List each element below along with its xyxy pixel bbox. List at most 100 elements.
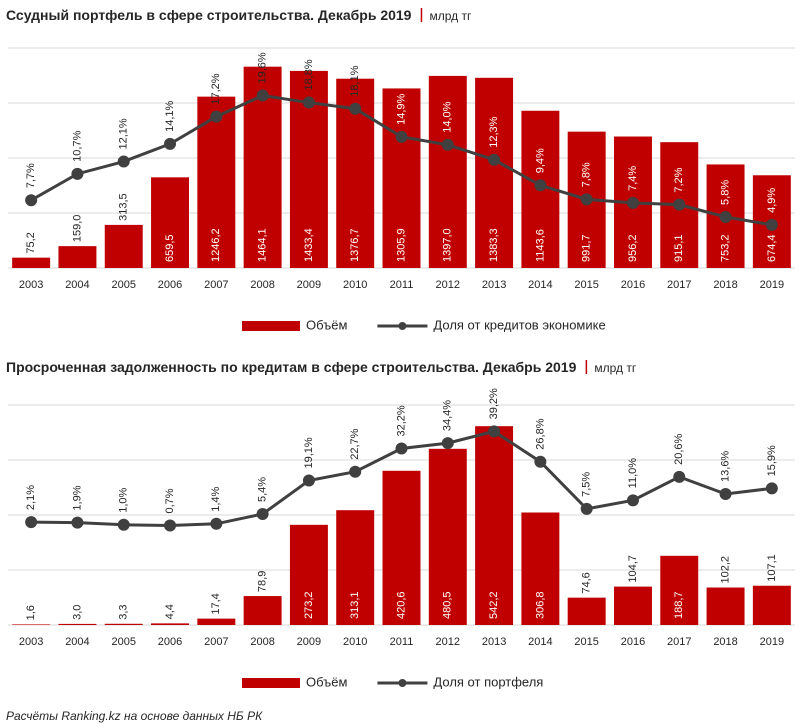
bar-value-label: 313,5 — [118, 193, 130, 221]
line-value-label: 26,8% — [534, 418, 546, 449]
line-marker — [719, 210, 732, 223]
chart-title: Просроченная задолженность по кредитам в… — [6, 359, 577, 375]
legend-label: Объём — [306, 317, 347, 332]
x-tick-label: 2014 — [528, 636, 552, 648]
line-marker — [25, 194, 38, 207]
line-value-label: 14,0% — [442, 101, 454, 132]
line-marker — [673, 198, 686, 211]
x-tick-label: 2015 — [574, 279, 598, 291]
bar-value-label: 306,8 — [534, 591, 546, 619]
line-value-label: 20,6% — [673, 433, 685, 464]
legend-label: Объём — [306, 674, 347, 689]
legend-marker — [398, 679, 407, 687]
bar — [104, 224, 143, 268]
bar-value-label: 313,1 — [349, 591, 361, 619]
line-marker — [765, 482, 778, 495]
line-value-label: 1,4% — [210, 487, 222, 512]
bar — [197, 618, 236, 625]
line-marker — [765, 218, 778, 231]
x-tick-label: 2015 — [574, 636, 598, 648]
line-value-label: 2,1% — [25, 485, 37, 510]
line-value-label: 12,3% — [488, 116, 500, 147]
line-marker — [349, 102, 362, 115]
bar-value-label: 1246,2 — [210, 228, 222, 262]
bar-value-label: 3,0 — [71, 605, 83, 620]
bar-value-label: 1464,1 — [257, 228, 269, 262]
line-marker — [580, 502, 593, 515]
bar — [752, 585, 791, 625]
line-value-label: 19,1% — [303, 437, 315, 468]
line-value-label: 14,1% — [164, 101, 176, 132]
line-marker — [626, 494, 639, 507]
line-value-label: 1,0% — [118, 487, 130, 512]
bar-value-label: 1143,6 — [534, 229, 546, 262]
bar — [58, 246, 97, 268]
bar-value-label: 1376,7 — [349, 228, 361, 262]
x-tick-label: 2004 — [65, 279, 89, 291]
line-marker — [441, 138, 454, 151]
line-marker — [210, 517, 223, 530]
bar-value-label: 674,4 — [766, 234, 778, 262]
x-tick-label: 2009 — [297, 636, 321, 648]
bar-value-label: 659,5 — [164, 234, 176, 262]
line-marker — [395, 442, 408, 455]
bar-value-label: 107,1 — [766, 554, 778, 582]
legend-label: Доля от кредитов экономике — [433, 317, 605, 332]
line-value-label: 0,7% — [164, 488, 176, 513]
line-value-label: 4,9% — [766, 188, 778, 213]
line-value-label: 18,8% — [303, 59, 315, 90]
line-marker — [256, 508, 269, 521]
line-marker — [117, 155, 130, 168]
bar-value-label: 420,6 — [395, 591, 407, 619]
bar — [567, 597, 606, 625]
line-marker — [117, 518, 130, 531]
footer: Расчёты Ranking.kz на основе данных НБ Р… — [6, 709, 263, 723]
x-tick-label: 2012 — [436, 279, 460, 291]
x-tick-label: 2018 — [713, 279, 737, 291]
bar-value-label: 188,7 — [673, 591, 685, 619]
line-value-label: 18,1% — [349, 65, 361, 96]
bar-value-label: 104,7 — [627, 555, 639, 583]
line-marker — [534, 455, 547, 468]
bar-value-label: 753,2 — [719, 234, 731, 262]
bar-value-label: 78,9 — [257, 571, 269, 592]
bar — [706, 587, 745, 625]
bar-value-label: 75,2 — [25, 232, 37, 253]
line-marker — [580, 193, 593, 206]
bar — [104, 623, 143, 625]
x-tick-label: 2013 — [482, 279, 506, 291]
line-marker — [256, 89, 269, 102]
x-tick-label: 2008 — [250, 636, 274, 648]
line-marker — [488, 425, 501, 438]
line-value-label: 9,4% — [534, 148, 546, 173]
x-tick-label: 2017 — [667, 279, 691, 291]
line-value-label: 11,0% — [627, 458, 639, 489]
bar-value-label: 1397,0 — [442, 228, 454, 262]
bar — [428, 75, 467, 268]
line-value-label: 39,2% — [488, 388, 500, 419]
bar — [382, 88, 421, 268]
line-marker — [164, 137, 177, 150]
x-tick-label: 2017 — [667, 636, 691, 648]
bar — [475, 426, 514, 625]
bar-value-label: 17,4 — [210, 593, 222, 614]
line-marker — [488, 153, 501, 166]
x-tick-label: 2019 — [760, 636, 784, 648]
x-tick-label: 2014 — [528, 279, 552, 291]
line-marker — [302, 96, 315, 109]
x-tick-label: 2011 — [390, 636, 414, 648]
bar-value-label: 3,3 — [118, 604, 130, 619]
bar — [243, 596, 282, 625]
line-value-label: 17,2% — [210, 73, 222, 104]
bar — [151, 623, 190, 625]
line-value-label: 22,7% — [349, 428, 361, 459]
line-value-label: 5,4% — [257, 477, 269, 502]
x-tick-label: 2003 — [19, 279, 43, 291]
line-marker — [395, 130, 408, 143]
legend-swatch — [242, 678, 300, 688]
x-tick-label: 2019 — [760, 279, 784, 291]
line-value-label: 1,9% — [71, 485, 83, 510]
x-tick-label: 2008 — [250, 279, 274, 291]
x-tick-label: 2012 — [436, 636, 460, 648]
